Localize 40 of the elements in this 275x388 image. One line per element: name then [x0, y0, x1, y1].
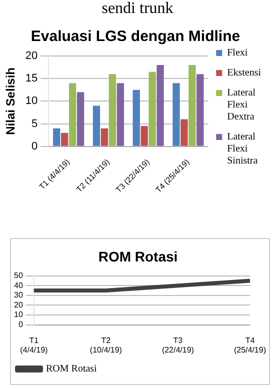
- x-tick-label: T1 (4/4/19): [20, 336, 48, 354]
- y-tick-label: 15: [25, 72, 38, 85]
- y-tick-label: 20: [14, 300, 24, 310]
- y-tick-label: 40: [14, 280, 24, 290]
- y-tick-label: 20: [25, 50, 38, 62]
- bar: [92, 106, 100, 146]
- legend-label: Ekstensi: [227, 68, 262, 79]
- y-tick-label: 5: [32, 118, 38, 130]
- x-tick-label: T3 (22/4/19): [162, 336, 194, 354]
- bar: [148, 72, 156, 146]
- bar: [68, 83, 76, 146]
- y-tick-label: 0: [32, 140, 38, 152]
- bar: [188, 65, 196, 146]
- y-tick-label: 0: [18, 320, 24, 330]
- x-tick-label: T2 (10/4/19): [90, 336, 122, 354]
- bar: [100, 128, 108, 146]
- y-tick-label: 50: [14, 271, 24, 280]
- bar: [156, 65, 164, 146]
- y-tick-label: 10: [14, 310, 24, 320]
- legend-label: Flexi: [227, 48, 248, 59]
- legend-label: Lateral Flexi Dextra: [227, 88, 256, 123]
- bar: [196, 74, 204, 146]
- bar: [76, 92, 84, 146]
- legend-label: Lateral Flexi Sinistra: [227, 132, 258, 167]
- bar: [60, 132, 68, 146]
- chart-title: Evaluasi LGS dengan Midline: [30, 28, 240, 46]
- bar: [140, 126, 148, 146]
- bar: [180, 119, 188, 146]
- y-axis-title: Nilai Selisih: [4, 68, 18, 135]
- text: sendi trunk: [100, 0, 174, 18]
- y-tick-label: 30: [14, 290, 24, 300]
- bar: [53, 128, 60, 146]
- y-tick-label: 10: [25, 95, 38, 108]
- bar: [116, 83, 124, 146]
- chart-title: ROM Rotasi: [98, 248, 178, 264]
- bar: [132, 90, 140, 146]
- bar: [108, 74, 116, 146]
- legend-label: ROM Rotasi: [46, 364, 98, 375]
- x-tick-label: T4 (25/4/19): [234, 336, 266, 354]
- bar: [172, 83, 180, 146]
